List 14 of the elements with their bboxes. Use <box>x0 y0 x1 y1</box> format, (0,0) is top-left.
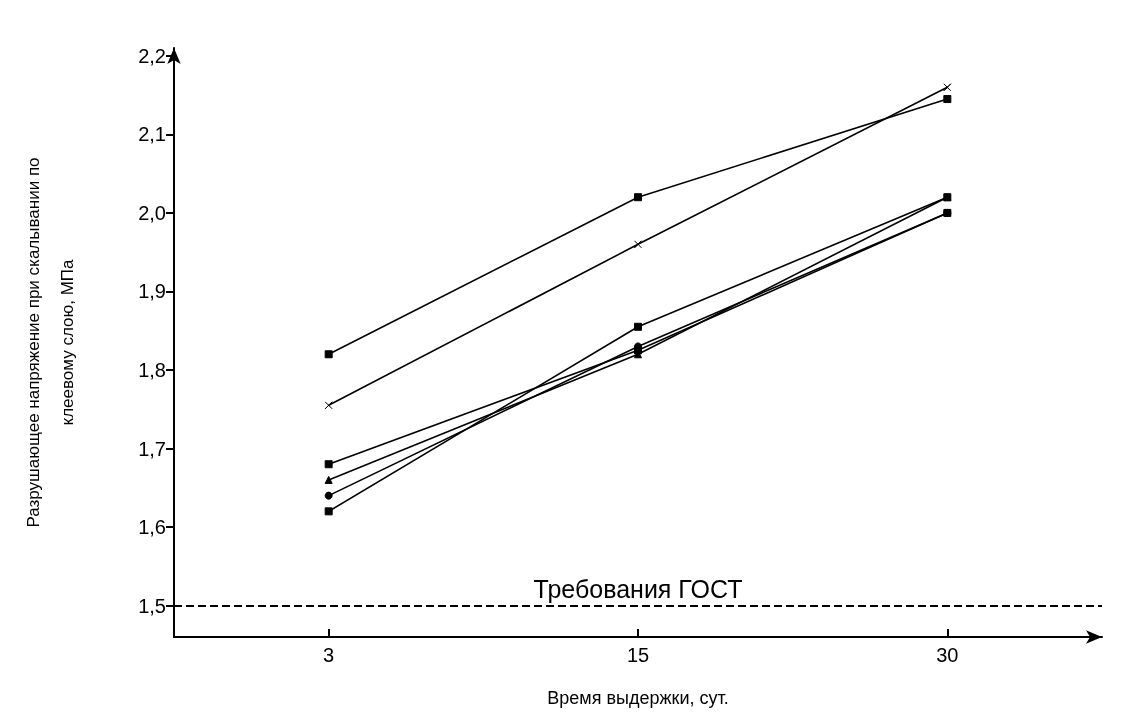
y-tick-label: 1,5 <box>138 594 166 617</box>
x-axis-title: Время выдержки, сут. <box>547 688 729 708</box>
y-tick-label: 1,6 <box>138 516 166 539</box>
y-tick-label: 2,2 <box>138 44 166 67</box>
ref-line-label: Требования ГОСТ <box>533 575 743 604</box>
x-tick-label: 3 <box>323 644 335 666</box>
x-tick-label: 15 <box>626 644 650 666</box>
x-tick-label: 30 <box>936 644 959 666</box>
y-tick-label: 1,9 <box>138 280 166 303</box>
y-tick-label: 2,1 <box>138 123 166 146</box>
y-axis-title: Разрушающее напряжение при скалывании по клеевому слою, МПа <box>23 157 77 528</box>
y-tick-label: 1,8 <box>138 358 166 381</box>
y-tick-label: 1,7 <box>138 437 166 460</box>
y-tick-label: 2,0 <box>138 201 166 224</box>
